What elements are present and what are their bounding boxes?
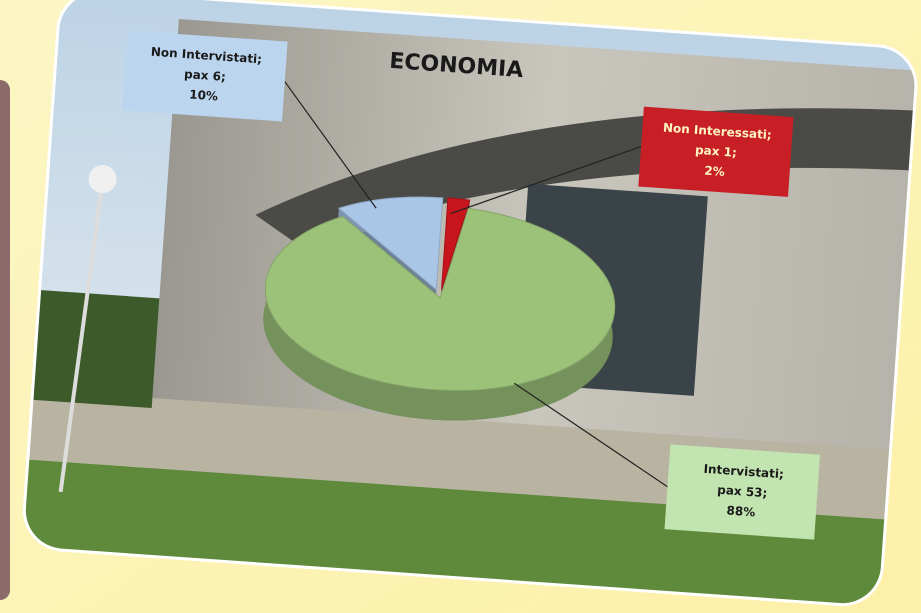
data-label: 88% bbox=[726, 503, 756, 519]
data-label: pax 1; bbox=[695, 143, 738, 160]
data-label-box bbox=[664, 444, 821, 540]
data-label: Intervistati; bbox=[703, 462, 784, 482]
data-label: 2% bbox=[704, 164, 725, 179]
data-label: pax 6; bbox=[184, 67, 227, 84]
slide: ECONOMIA Non Interessati;pax 1;2%Intervi… bbox=[21, 0, 919, 608]
leader-line bbox=[450, 145, 642, 215]
leader-line bbox=[513, 382, 668, 488]
slice bbox=[441, 197, 471, 290]
slice bbox=[337, 196, 444, 291]
data-label: 10% bbox=[189, 87, 219, 103]
slice bbox=[264, 207, 616, 391]
side-photo bbox=[0, 80, 10, 600]
data-label-box bbox=[638, 106, 794, 197]
data-label-box bbox=[122, 30, 288, 122]
leader-line bbox=[284, 81, 377, 209]
data-label: pax 53; bbox=[717, 483, 768, 500]
